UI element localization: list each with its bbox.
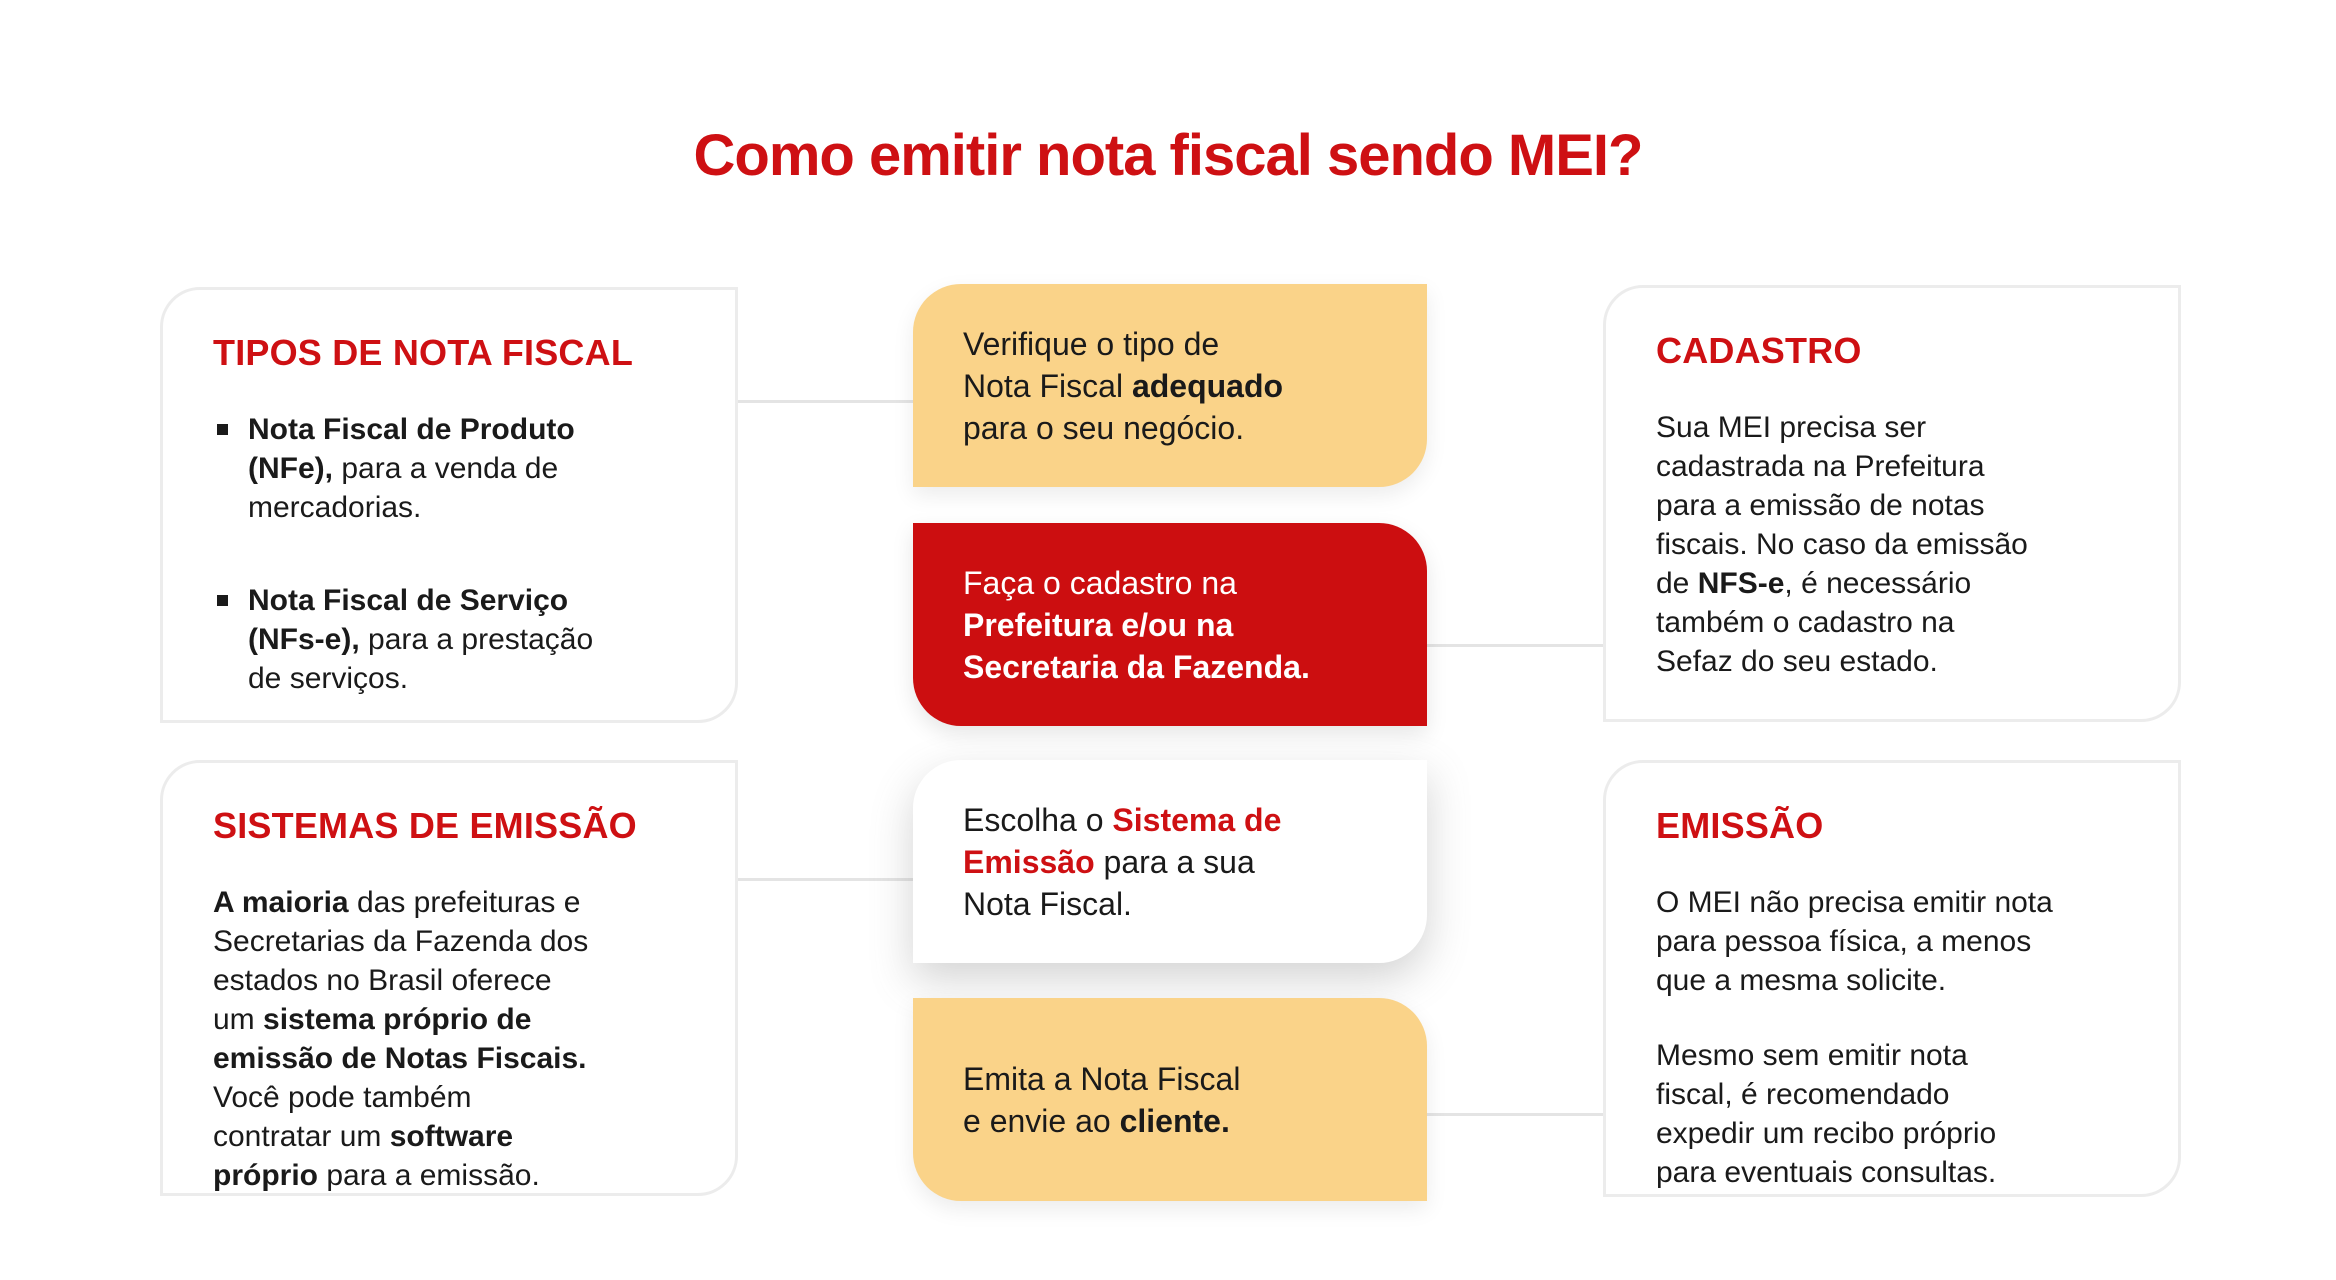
list-item-nfse: Nota Fiscal de Serviço (NFs-e), para a p… [213,581,691,698]
connector-line-sistemas-to-step3 [738,878,913,881]
card-emissao-body-2: Mesmo sem emitir nota fiscal, é recomend… [1656,1039,1997,1189]
list-item-nfe-text: Nota Fiscal de Produto (NFe), para a ven… [248,413,575,524]
step-3-escolha-sistema: Escolha o Sistema de Emissão para a sua … [913,760,1427,963]
connector-line-tipos-to-step1 [738,400,913,403]
card-heading-sistemas: SISTEMAS DE EMISSÃO [213,805,637,846]
step-4-text: Emita a Nota Fiscal e envie ao cliente. [963,1060,1241,1139]
list-item-nfe: Nota Fiscal de Produto (NFe), para a ven… [213,410,691,527]
card-cadastro: CADASTRO Sua MEI precisa ser cadastrada … [1603,285,2181,722]
card-sistemas-de-emissao: SISTEMAS DE EMISSÃO A maioria das prefei… [160,760,738,1196]
connector-line-step4-to-emissao [1427,1113,1603,1116]
connector-line-step2-to-cadastro [1427,644,1603,647]
bullet-square-icon [217,424,228,435]
nota-fiscal-type-list: Nota Fiscal de Produto (NFe), para a ven… [213,410,691,698]
step-4-emita-nota: Emita a Nota Fiscal e envie ao cliente. [913,998,1427,1201]
card-heading-tipos: TIPOS DE NOTA FISCAL [213,332,634,373]
card-emissao-body-1: O MEI não precisa emitir nota para pesso… [1656,886,2053,997]
card-sistemas-body: A maioria das prefeituras e Secretarias … [213,886,589,1192]
step-1-text: Verifique o tipo de Nota Fiscal adequado… [963,325,1284,446]
card-heading-emissao: EMISSÃO [1656,805,1824,846]
step-2-text: Faça o cadastro na Prefeitura e/ou na Se… [963,564,1310,685]
list-item-nfse-text: Nota Fiscal de Serviço (NFs-e), para a p… [248,584,594,695]
page-title: Como emitir nota fiscal sendo MEI? [693,123,1644,188]
card-cadastro-body: Sua MEI precisa ser cadastrada na Prefei… [1656,411,2028,678]
card-emissao: EMISSÃO O MEI não precisa emitir nota pa… [1603,760,2181,1197]
step-1-verifique-tipo: Verifique o tipo de Nota Fiscal adequado… [913,284,1427,487]
card-heading-cadastro: CADASTRO [1656,330,1862,371]
bullet-square-icon [217,595,228,606]
card-tipos-de-nota-fiscal: TIPOS DE NOTA FISCAL Nota Fiscal de Prod… [160,287,738,723]
step-2-faca-cadastro: Faça o cadastro na Prefeitura e/ou na Se… [913,523,1427,726]
step-3-text: Escolha o Sistema de Emissão para a sua … [963,801,1282,922]
